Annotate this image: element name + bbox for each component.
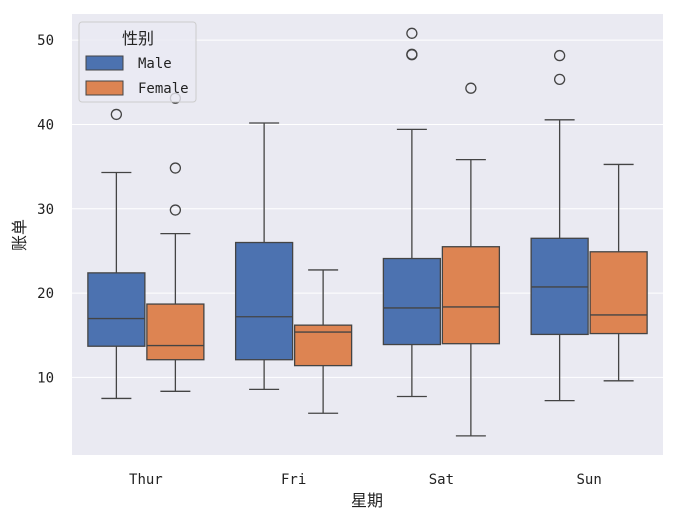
outlier-point [553, 73, 566, 85]
x-tick-label: Sun [576, 472, 601, 488]
x-axis-label: 星期 [351, 491, 383, 510]
legend-swatch-female [85, 80, 124, 96]
y-axis-label: 账单 [10, 219, 29, 251]
y-tick-label: 10 [37, 370, 54, 386]
outlier-point [406, 27, 418, 39]
x-ticks: Thur Fri Sat Sun [129, 472, 602, 488]
boxes [87, 27, 648, 437]
outlier-point [553, 49, 566, 62]
box-female [589, 251, 648, 335]
outlier-point [169, 204, 182, 216]
y-tick-label: 40 [37, 117, 54, 133]
legend-title: 性别 [122, 29, 154, 48]
legend-label-male: Male [138, 56, 172, 72]
box-male [87, 272, 146, 347]
outlier-point [406, 48, 418, 60]
x-tick-label: Sat [429, 472, 454, 488]
x-tick-label: Fri [281, 472, 306, 488]
box-male [234, 241, 294, 361]
y-tick-label: 50 [37, 33, 54, 49]
box-male [382, 257, 442, 346]
outlier-point [465, 82, 477, 94]
box-female [146, 303, 205, 361]
legend-label-female: Female [138, 81, 189, 97]
legend-swatch-male [85, 55, 124, 71]
y-tick-label: 20 [37, 286, 54, 302]
outlier-point [110, 108, 123, 121]
y-ticks: 10 20 30 40 50 [37, 33, 54, 386]
y-tick-label: 30 [37, 202, 54, 218]
outlier-point [169, 162, 182, 174]
x-tick-label: Thur [129, 472, 163, 488]
legend: 性别 Male Female [78, 21, 197, 103]
box-female [293, 324, 353, 367]
box-female [441, 246, 501, 345]
